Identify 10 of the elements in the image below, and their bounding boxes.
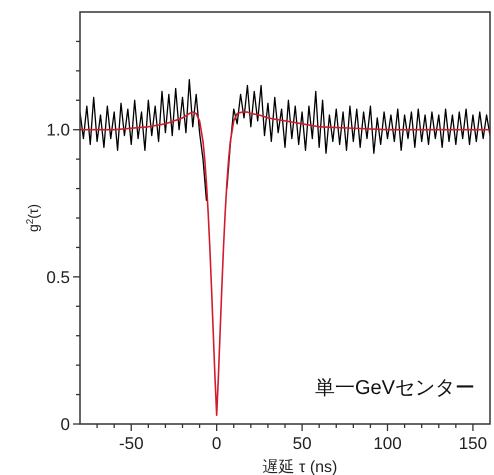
x-tick-label: 50 xyxy=(292,434,312,453)
x-axis-title: 遅延 τ (ns) xyxy=(262,458,338,475)
y-tick-label: 0.5 xyxy=(46,268,70,287)
x-tick-label: 0 xyxy=(212,434,222,453)
y-tick-label: 1.0 xyxy=(46,120,70,140)
x-tick-label: 100 xyxy=(373,434,402,453)
y-tick-label: 0 xyxy=(60,415,70,434)
x-tick-label: -50 xyxy=(118,434,144,453)
x-tick-label: 150 xyxy=(458,434,488,453)
annotation: 単一GeVセンター xyxy=(314,377,475,399)
